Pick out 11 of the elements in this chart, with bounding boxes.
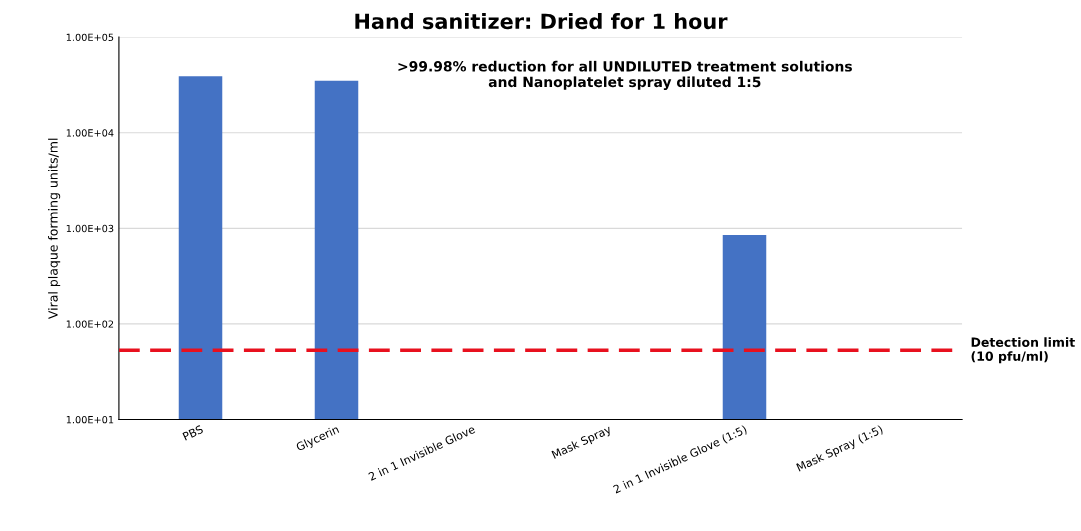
- y-tick-label: 1.00E+04: [66, 129, 114, 137]
- y-tick-label: 1.00E+05: [66, 33, 114, 41]
- x-tick-label: Mask Spray: [551, 424, 613, 461]
- x-tick-label: PBS: [182, 424, 204, 441]
- annotation: >99.98% reduction for all UNDILUTED treatment solutions and Nanoplatelet spray diluted 1:5: [398, 60, 852, 90]
- y-tick-label: 1.00E+01: [66, 415, 114, 424]
- ref-line-label: Detection limit (10 pfu/ml): [971, 337, 1075, 364]
- y-axis-title: Viral plaque forming units/ml: [48, 138, 61, 320]
- y-tick-label: 1.00E+03: [66, 224, 114, 233]
- y-tick-label: 1.00E+02: [66, 320, 114, 328]
- chart-title: Hand sanitizer: Dried for 1 hour: [355, 13, 728, 30]
